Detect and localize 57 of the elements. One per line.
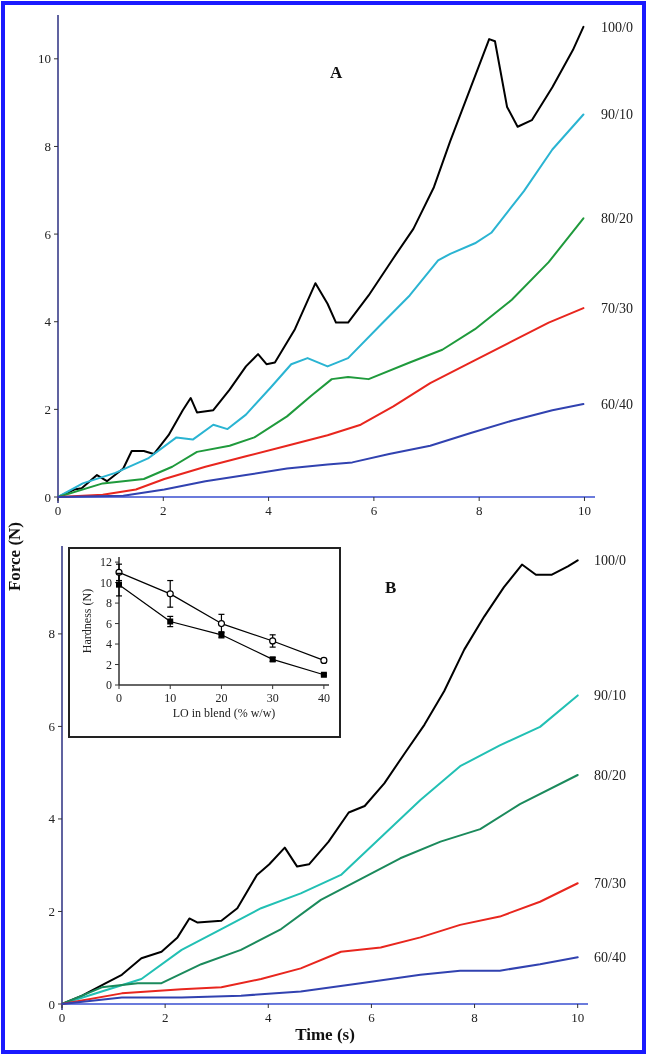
y-tick-label: 4 (44, 314, 52, 330)
y-tick-label: 12 (100, 555, 112, 570)
y-tick-label: 10 (38, 51, 51, 67)
point (217, 619, 226, 628)
text: B (385, 578, 397, 597)
x-tick-label: 8 (471, 1010, 478, 1025)
y-tick-label: 0 (48, 996, 55, 1012)
series-label: 60/40 (601, 397, 633, 413)
series-label: 100/0 (601, 19, 633, 35)
series-label: 70/30 (601, 301, 633, 317)
x-tick-label: 4 (265, 1010, 273, 1025)
series-label: 70/30 (594, 876, 626, 892)
x-tick-label: 2 (160, 503, 167, 518)
x-tick-label: 10 (571, 1010, 585, 1025)
line-series (61, 956, 579, 1005)
x-tick-label: 30 (266, 691, 279, 705)
text: A (330, 63, 343, 82)
x-tick-label: 6 (368, 1010, 376, 1025)
line-series (61, 774, 579, 1005)
series-label: 90/10 (594, 688, 626, 704)
y-axis-title: Force (N) (5, 522, 24, 592)
y-tick-label: 2 (106, 657, 112, 672)
line-series (57, 217, 585, 498)
y-tick-label: 6 (44, 226, 52, 242)
y-tick-label: 4 (106, 637, 112, 652)
series-label: 80/20 (594, 768, 626, 783)
y-tick-label: 2 (44, 401, 51, 417)
y-tick-label: 8 (48, 626, 55, 642)
line-series (57, 403, 585, 498)
y-tick-label: 2 (48, 904, 55, 920)
series-label: 80/20 (601, 211, 633, 227)
y-tick-label: 4 (48, 811, 56, 827)
line-series (57, 113, 585, 498)
x-tick-label: 20 (215, 691, 228, 705)
x-tick-label: 4 (265, 503, 273, 518)
point (166, 590, 174, 598)
y-axis-title: Hardness (N) (80, 588, 94, 654)
series-label: 90/10 (601, 107, 633, 123)
y-tick-label: 0 (44, 489, 51, 505)
y-tick-label: 8 (44, 139, 51, 154)
x-tick-label: 10 (577, 503, 591, 518)
y-tick-label: 6 (48, 718, 56, 734)
x-tick-label: 2 (161, 1010, 169, 1025)
x-tick-label: 6 (370, 503, 378, 518)
x-tick-label: 40 (317, 691, 330, 705)
x-tick-label: 8 (475, 503, 483, 518)
x-axis-title: Time (s) (295, 1025, 355, 1044)
x-tick-label: 0 (58, 1010, 66, 1025)
y-tick-label: 10 (100, 575, 112, 590)
x-tick-label: 0 (116, 691, 122, 705)
series-label: 100/0 (594, 553, 626, 569)
y-tick-label: 6 (106, 616, 112, 631)
y-tick-label: 0 (106, 678, 112, 693)
x-axis-title: LO in blend (% w/w) (172, 706, 276, 720)
x-tick-label: 10 (164, 691, 177, 705)
y-tick-label: 8 (106, 596, 112, 611)
series-label: 60/40 (594, 950, 626, 966)
